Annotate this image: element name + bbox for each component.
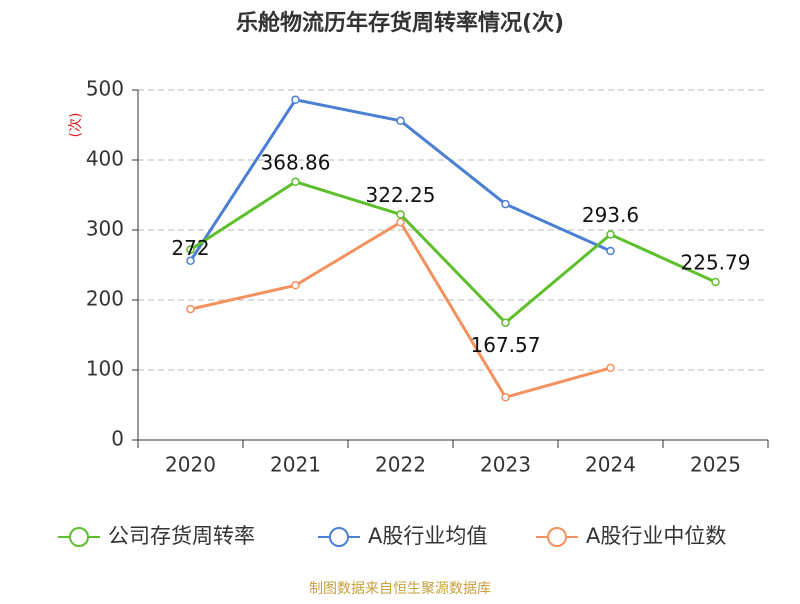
x-tick-label: 2024 <box>585 453 636 477</box>
point-marker <box>606 230 615 239</box>
point-marker <box>501 199 510 209</box>
x-tick-label: 2025 <box>690 453 741 477</box>
y-tick-label: 200 <box>86 287 124 311</box>
x-tick-label: 2023 <box>480 453 531 477</box>
point-marker <box>291 95 300 105</box>
y-tick-label: 0 <box>111 427 124 451</box>
point-marker <box>291 281 300 290</box>
point-marker <box>291 177 300 187</box>
y-tick-label: 400 <box>86 147 124 171</box>
x-tick-label: 2020 <box>165 453 216 477</box>
point-marker <box>606 246 615 256</box>
y-tick-label: 100 <box>86 357 124 381</box>
data-label: 225.79 <box>681 250 751 274</box>
point-marker <box>501 393 510 402</box>
data-label: 368.86 <box>261 150 331 174</box>
series-line <box>189 180 717 325</box>
point-marker <box>606 363 615 373</box>
point-marker <box>501 318 510 327</box>
point-marker <box>396 218 405 227</box>
point-marker <box>186 256 195 266</box>
source-note: 制图数据来自恒生聚源数据库 <box>309 581 491 597</box>
series-line <box>190 220 611 400</box>
point-marker <box>711 277 720 287</box>
data-label: 167.57 <box>471 333 541 357</box>
data-label: 293.6 <box>582 203 639 227</box>
legend-label: 公司存货周转率 <box>108 524 255 548</box>
chart-title: 乐舱物流历年存货周转率情况(次) <box>236 10 564 36</box>
y-axis-label: (次) <box>68 113 84 138</box>
x-tick-label: 2022 <box>375 453 426 477</box>
point-marker <box>186 304 195 314</box>
legend-label: A股行业均值 <box>368 524 487 548</box>
data-label: 322.25 <box>366 183 436 207</box>
x-tick-label: 2021 <box>270 453 321 477</box>
legend-icon-marker <box>329 527 349 547</box>
point-marker <box>396 116 405 126</box>
y-tick-label: 500 <box>86 77 124 101</box>
point-marker <box>396 210 405 219</box>
data-label: 272 <box>171 236 209 260</box>
legend-label: A股行业中位数 <box>586 524 726 548</box>
y-tick-label: 300 <box>86 217 124 241</box>
legend-icon-marker <box>69 527 89 547</box>
legend-icon-marker <box>547 527 567 547</box>
point-marker <box>186 245 195 254</box>
